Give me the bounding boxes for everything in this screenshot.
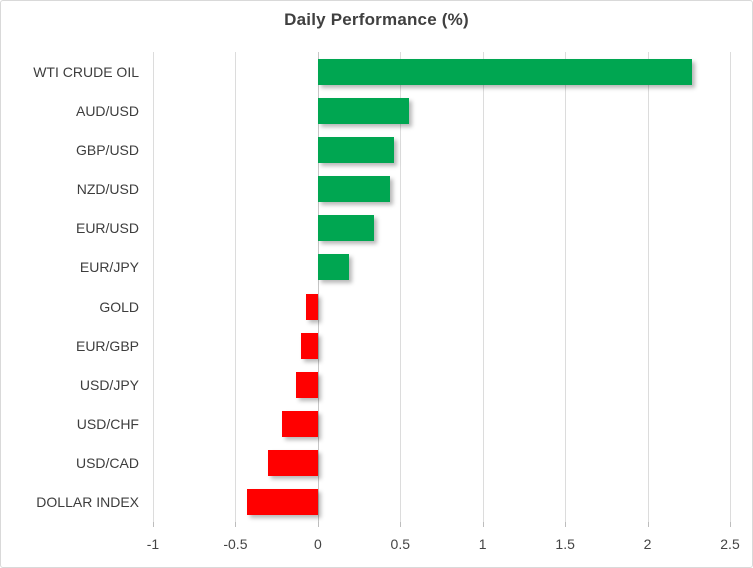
bar-negative bbox=[281, 411, 318, 438]
gridline bbox=[647, 52, 649, 522]
chart-row bbox=[153, 365, 730, 404]
gridline bbox=[565, 52, 567, 522]
gridline bbox=[730, 52, 731, 522]
zero-axis-line bbox=[317, 52, 319, 522]
category-label: NZD/USD bbox=[76, 181, 139, 198]
axis-tick bbox=[153, 522, 154, 527]
bar-negative bbox=[246, 489, 318, 516]
axis-tick bbox=[565, 522, 567, 527]
chart-row bbox=[153, 209, 730, 248]
axis-tick bbox=[400, 522, 402, 527]
x-axis-label: 0 bbox=[313, 536, 322, 552]
chart-row bbox=[153, 444, 730, 483]
x-axis-label: 2.5 bbox=[720, 536, 740, 552]
gridline bbox=[235, 52, 237, 522]
bar-positive bbox=[317, 136, 394, 163]
axis-tick bbox=[235, 522, 237, 527]
chart-row bbox=[153, 483, 730, 522]
chart-row bbox=[153, 91, 730, 130]
bar-positive bbox=[317, 176, 391, 203]
category-labels: WTI CRUDE OIL AUD/USD GBP/USD NZD/USD EUR/US… bbox=[1, 52, 139, 522]
category-label: EUR/GBP bbox=[75, 337, 139, 354]
category-label: WTI CRUDE OIL bbox=[33, 63, 139, 80]
chart-row bbox=[153, 248, 730, 287]
category-label: AUD/USD bbox=[75, 102, 139, 119]
plot-area: -1 -0.5 0 0.5 1 1.5 2 2.5 bbox=[147, 52, 740, 552]
gridline bbox=[400, 52, 402, 522]
x-axis-label: -0.5 bbox=[223, 536, 248, 552]
category-label: USD/CAD bbox=[75, 455, 139, 472]
bar-positive bbox=[317, 215, 374, 242]
bar-rows bbox=[153, 52, 730, 522]
axis-tick bbox=[730, 522, 731, 527]
bar-negative bbox=[296, 371, 318, 398]
chart-row bbox=[153, 170, 730, 209]
category-label: DOLLAR INDEX bbox=[36, 494, 139, 511]
bar-positive bbox=[317, 58, 693, 85]
category-label: GOLD bbox=[99, 298, 139, 315]
category-label: GBP/USD bbox=[75, 141, 139, 158]
bar-positive bbox=[317, 254, 350, 281]
bar-positive bbox=[317, 97, 409, 124]
chart-row bbox=[153, 326, 730, 365]
category-label: EUR/JPY bbox=[79, 259, 139, 276]
gridline bbox=[153, 52, 154, 522]
category-label: USD/CHF bbox=[76, 416, 139, 433]
x-axis-label: 0.5 bbox=[390, 536, 411, 552]
x-axis-label: 1 bbox=[478, 536, 487, 552]
x-axis-label: 2 bbox=[643, 536, 652, 552]
bar-negative bbox=[301, 332, 318, 359]
chart-title: Daily Performance (%) bbox=[284, 10, 469, 29]
category-label: EUR/USD bbox=[75, 220, 139, 237]
axis-tick bbox=[482, 522, 484, 527]
x-axis-label: -1 bbox=[146, 536, 160, 552]
axis-tick bbox=[647, 522, 649, 527]
chart-row bbox=[153, 52, 730, 91]
x-axis-label: 1.5 bbox=[555, 536, 575, 552]
gridline bbox=[482, 52, 484, 522]
axis-tick bbox=[317, 522, 319, 527]
bar-negative bbox=[306, 293, 318, 320]
chart-row bbox=[153, 287, 730, 326]
chart-row bbox=[153, 130, 730, 169]
bar-negative bbox=[268, 450, 318, 477]
chart-row bbox=[153, 405, 730, 444]
category-label: USD/JPY bbox=[79, 376, 139, 393]
